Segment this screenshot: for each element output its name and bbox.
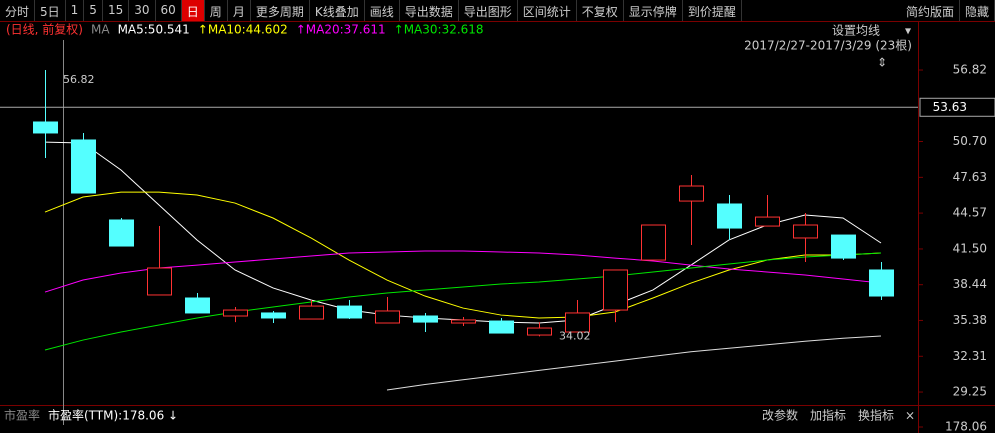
candle-body bbox=[451, 319, 476, 324]
y-tick-label: 29.25 bbox=[953, 385, 987, 399]
candle-body bbox=[109, 219, 134, 247]
close-button[interactable]: × bbox=[905, 409, 915, 423]
ma-line bbox=[44, 191, 882, 319]
candle-body bbox=[679, 185, 704, 202]
adjust-label: (日线, 前复权) bbox=[6, 22, 83, 37]
candle-body bbox=[223, 309, 248, 317]
candle-body bbox=[185, 297, 210, 314]
candle-body bbox=[527, 327, 552, 336]
toolbar-button[interactable]: 导出数据 bbox=[400, 0, 459, 21]
high-annotation: 56.82 bbox=[63, 73, 95, 86]
toolbar-button[interactable]: 月 bbox=[228, 0, 251, 21]
scroll-icon: ⇕ bbox=[877, 56, 887, 70]
toolbar-button[interactable]: 简约版面 bbox=[901, 0, 960, 21]
toolbar-button[interactable]: 5日 bbox=[35, 0, 66, 21]
toolbar-button[interactable]: 显示停牌 bbox=[624, 0, 683, 21]
toolbar-button[interactable]: 15 bbox=[103, 0, 130, 21]
y-tick-label: 35.38 bbox=[953, 313, 987, 327]
toolbar-button[interactable]: 分时 bbox=[0, 0, 36, 21]
indicator-button[interactable]: 加指标 bbox=[810, 408, 846, 423]
indicator-name: 市盈率 bbox=[4, 408, 40, 423]
indicator-value: 市盈率(TTM):178.06 ↓ bbox=[48, 408, 178, 423]
ma-prefix: MA bbox=[91, 23, 110, 37]
candle-body bbox=[261, 312, 286, 319]
toolbar-button[interactable]: 导出图形 bbox=[459, 0, 518, 21]
y-tick-label: 44.57 bbox=[953, 206, 987, 220]
candle-body bbox=[641, 224, 666, 261]
candle-body bbox=[793, 224, 818, 239]
y-tick-label: 56.82 bbox=[953, 63, 987, 77]
indicator-button[interactable]: 换指标 bbox=[858, 408, 894, 423]
candle-body bbox=[299, 305, 324, 320]
toolbar-button[interactable]: 更多周期 bbox=[251, 0, 310, 21]
toolbar-button[interactable]: 不复权 bbox=[577, 0, 624, 21]
candle-body bbox=[375, 310, 400, 324]
y-tick-label: 41.50 bbox=[953, 241, 987, 255]
candle-body bbox=[717, 203, 742, 229]
candle-body bbox=[71, 139, 96, 194]
candle-body bbox=[337, 305, 362, 319]
candle-body bbox=[755, 216, 780, 227]
toolbar-button[interactable]: 5 bbox=[84, 0, 103, 21]
toolbar-button[interactable]: 画线 bbox=[365, 0, 400, 21]
toolbar-button[interactable]: 30 bbox=[129, 0, 156, 21]
toolbar-button[interactable]: 隐藏 bbox=[960, 0, 995, 21]
y-tick-label: 38.44 bbox=[953, 277, 987, 291]
toolbar-right: 简约版面 隐藏 bbox=[901, 0, 995, 21]
ma-line bbox=[44, 250, 882, 293]
indicator-tick: 178.06 bbox=[945, 420, 987, 433]
toolbar-button[interactable]: 60 bbox=[156, 0, 182, 21]
toolbar-button[interactable]: 1 bbox=[66, 0, 85, 21]
candle-body bbox=[147, 267, 172, 296]
ma-line bbox=[44, 252, 882, 351]
candle-body bbox=[831, 234, 856, 259]
dropdown-icon: ▾ bbox=[905, 24, 911, 38]
toolbar-button[interactable]: 日 bbox=[181, 0, 205, 21]
ma-line bbox=[44, 141, 882, 324]
toolbar-button[interactable]: 周 bbox=[205, 0, 228, 21]
toolbar: 分时 5日 1 5 15 30 60 日周月更多周期 K线叠加 画线 导出数据 导出图形 区间统计 不复权… bbox=[0, 0, 995, 22]
candle-body bbox=[869, 269, 894, 297]
candle-body bbox=[413, 315, 438, 323]
legend-entry: ↑MA30:32.618 bbox=[394, 23, 484, 37]
candle-body bbox=[33, 121, 58, 134]
candle-body bbox=[489, 320, 514, 334]
toolbar-button[interactable]: K线叠加 bbox=[310, 0, 365, 21]
legend-entry: ↑MA10:44.602 bbox=[198, 23, 288, 37]
toolbar-button[interactable]: 区间统计 bbox=[518, 0, 577, 21]
y-tick-label: 32.31 bbox=[953, 349, 987, 363]
low-annotation: 34.02 bbox=[559, 329, 591, 342]
last-price-label: 53.63 bbox=[933, 100, 967, 114]
legend-entry: ↑MA20:37.611 bbox=[296, 23, 386, 37]
settings-button[interactable]: 设置均线 bbox=[832, 24, 880, 38]
indicator-button[interactable]: 改参数 bbox=[762, 408, 798, 423]
legend-entry: MA5:50.541 bbox=[118, 23, 190, 37]
y-tick-label: 50.70 bbox=[953, 134, 987, 148]
toolbar-button[interactable]: 到价提醒 bbox=[683, 0, 742, 21]
candle-body bbox=[603, 269, 628, 311]
last-price-box bbox=[919, 97, 995, 117]
ma-line bbox=[386, 335, 882, 391]
range-label: 2017/2/27-2017/3/29 (23根) bbox=[744, 39, 912, 53]
y-tick-label: 47.63 bbox=[953, 170, 987, 184]
candle-body bbox=[565, 312, 590, 333]
